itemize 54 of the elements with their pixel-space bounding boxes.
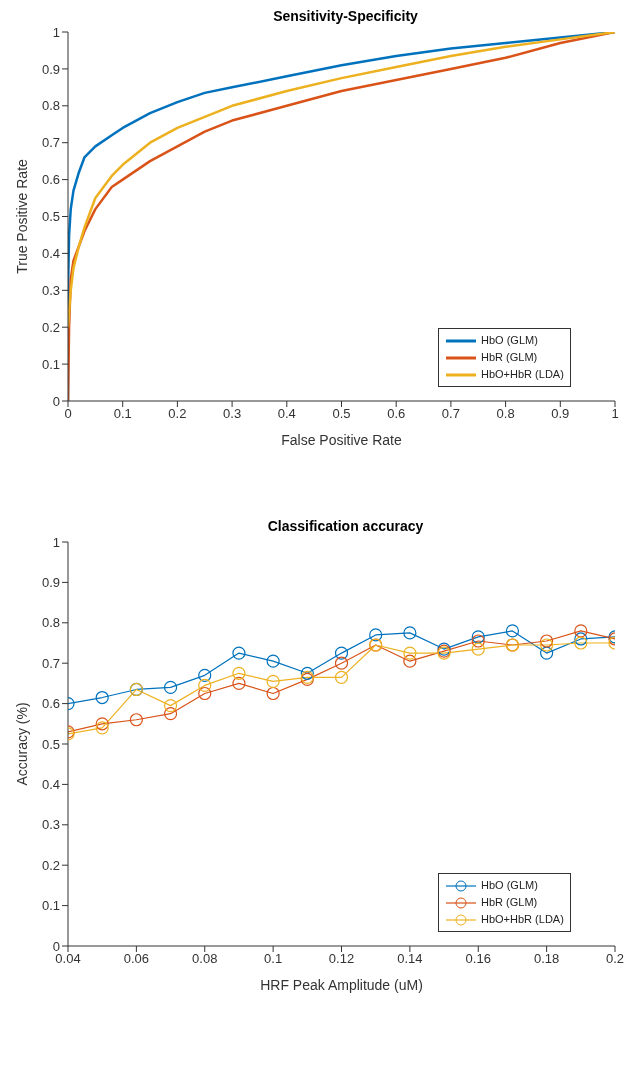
x-tick-label: 0.04	[55, 951, 81, 967]
y-tick-label: 1	[52, 534, 60, 550]
x-tick-label: 0.16	[465, 951, 491, 967]
y-tick-label: 0.1	[41, 356, 60, 372]
y-tick-label: 0.4	[41, 246, 60, 262]
chart-title: Classification accuracy	[266, 518, 425, 536]
x-tick-label: 0.5	[332, 406, 351, 422]
x-tick-label: 0.8	[496, 406, 515, 422]
legend-label: HbO+HbR (LDA)	[480, 912, 564, 927]
legend-label: HbR (GLM)	[480, 895, 539, 910]
y-tick-label: 0.3	[41, 282, 60, 298]
y-tick-label: 0	[52, 938, 60, 954]
x-axis-title: HRF Peak Amplitude (uM)	[260, 977, 423, 993]
y-tick-label: 0.2	[41, 857, 60, 873]
y-tick-label: 0.4	[41, 777, 60, 793]
y-tick-label: 0.5	[41, 736, 60, 752]
x-tick-label: 0.18	[533, 951, 560, 967]
y-tick-label: 0	[52, 393, 60, 409]
y-tick-label: 0.3	[41, 817, 60, 833]
chart-title: Sensitivity-Specificity	[272, 8, 419, 26]
y-tick-label: 1	[52, 24, 60, 40]
legend-label: HbO (GLM)	[480, 333, 539, 348]
x-tick-label: 0.1	[264, 951, 283, 967]
x-tick-label: 0.06	[123, 951, 150, 967]
y-tick-label: 0.9	[41, 575, 60, 591]
x-tick-label: 0.2	[605, 951, 625, 967]
x-axis-title: False Positive Rate	[281, 432, 403, 448]
legend-label: HbO+HbR (LDA)	[480, 367, 564, 382]
y-tick-label: 0.7	[41, 655, 60, 671]
x-tick-label: 0.08	[192, 951, 218, 967]
y-tick-label: 0.7	[41, 135, 60, 151]
y-tick-label: 0.9	[41, 61, 60, 77]
y-tick-label: 0.1	[41, 898, 60, 914]
x-tick-label: 1	[611, 406, 619, 422]
x-tick-label: 0.14	[397, 951, 423, 967]
y-tick-label: 0.6	[41, 696, 60, 712]
legend-label: HbO (GLM)	[480, 878, 539, 893]
y-axis-title: Accuracy (%)	[13, 702, 30, 786]
x-tick-label: 0.7	[441, 406, 460, 422]
y-tick-label: 0.5	[41, 209, 60, 225]
x-tick-label: 0.9	[551, 406, 570, 422]
x-tick-label: 0.1	[113, 406, 132, 422]
x-tick-label: 0.12	[328, 951, 355, 967]
x-tick-label: 0.6	[387, 406, 406, 422]
x-tick-label: 0.4	[277, 406, 296, 422]
y-tick-label: 0.2	[41, 319, 60, 335]
x-tick-label: 0.3	[223, 406, 242, 422]
y-tick-label: 0.6	[41, 172, 60, 188]
y-tick-label: 0.8	[41, 615, 60, 631]
x-tick-label: 0	[64, 406, 72, 422]
y-axis-title: True Positive Rate	[13, 158, 30, 274]
x-tick-label: 0.2	[168, 406, 187, 422]
y-tick-label: 0.8	[41, 98, 60, 114]
legend-label: HbR (GLM)	[480, 350, 539, 365]
